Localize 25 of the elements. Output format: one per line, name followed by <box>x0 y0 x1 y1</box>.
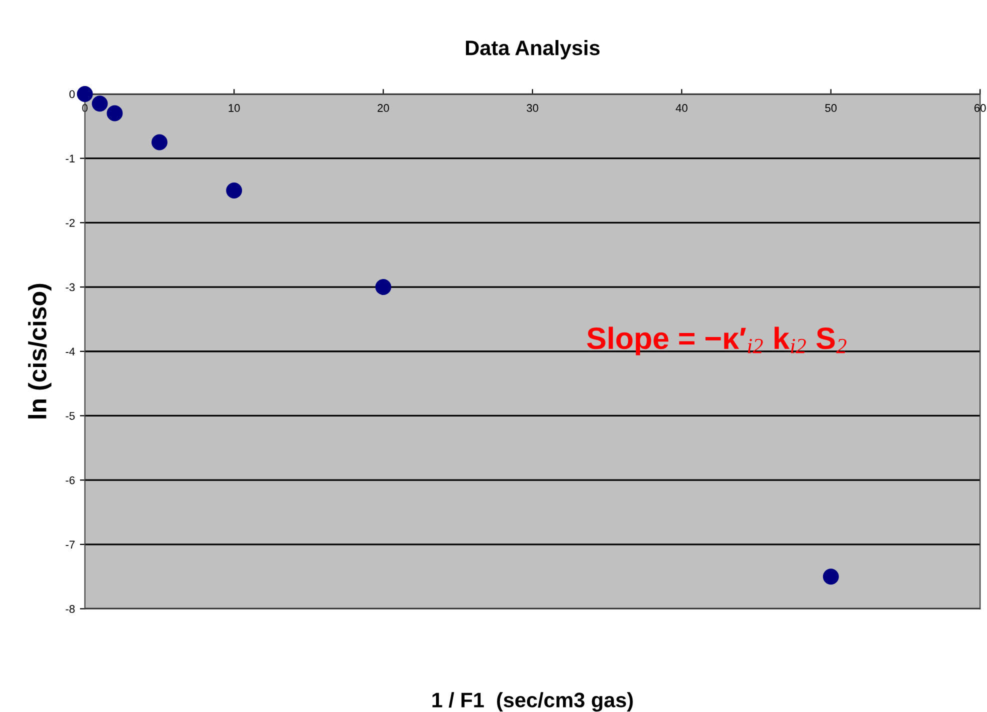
y-tick-label: -8 <box>66 605 75 613</box>
y-tick-label: -6 <box>66 476 75 484</box>
y-tick-label: -2 <box>66 218 75 227</box>
point <box>76 86 93 102</box>
x-axis-title: 1 / F1 (sec/cm3 gas) <box>432 692 633 712</box>
y-tick-label: -4 <box>66 348 75 356</box>
chart-title: Data Analysis <box>466 40 600 60</box>
y-tick-label: -7 <box>66 540 75 548</box>
annotation: Slope = −κ′$_{i2}$ k$_{i2}$ S$_{2}$ <box>587 326 846 356</box>
x-tick-label: 30 <box>526 104 538 112</box>
point <box>92 96 108 112</box>
point <box>106 105 123 122</box>
y-tick-label: -3 <box>66 283 75 292</box>
point <box>226 182 242 198</box>
x-tick-label: 20 <box>378 104 390 112</box>
x-tick-label: 40 <box>676 104 688 112</box>
x-tick-label: 50 <box>825 104 837 112</box>
y-tick-label: 0 <box>69 90 75 98</box>
point <box>822 568 839 585</box>
y-tick-label: -1 <box>66 154 75 162</box>
point <box>152 134 168 150</box>
y-axis-title: ln (cis/ciso) <box>28 284 52 418</box>
y-tick-label: -5 <box>66 412 75 420</box>
x-tick-label: 10 <box>228 104 240 112</box>
point <box>375 279 392 296</box>
